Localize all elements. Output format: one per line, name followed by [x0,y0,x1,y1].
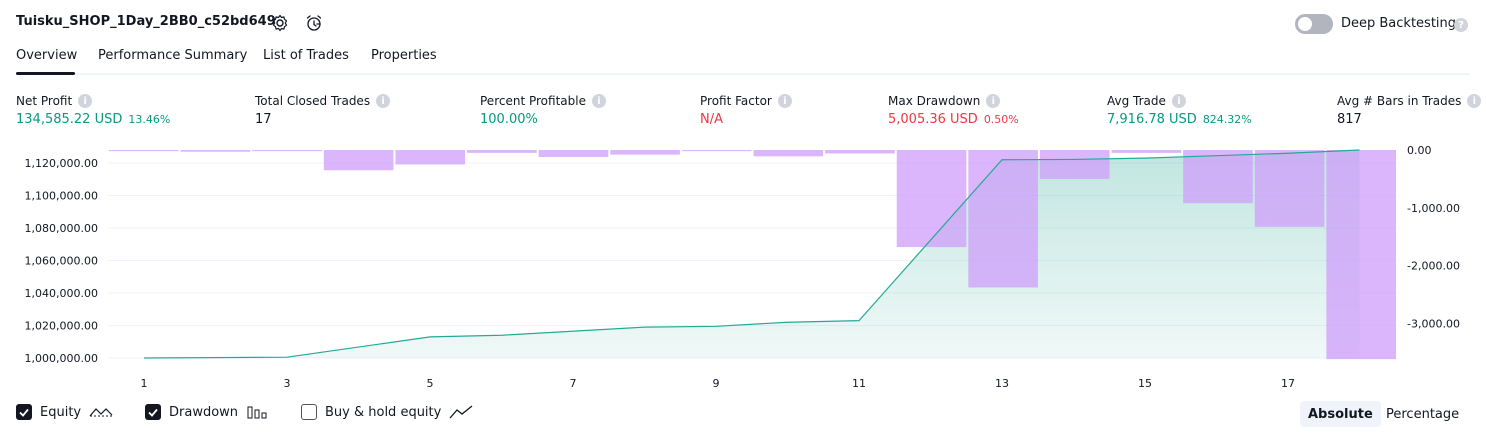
metric-max-drawdown-label: Max Drawdown i [888,94,1001,108]
percentage-button[interactable]: Percentage [1386,406,1460,422]
x-axis-tick-label: 9 [713,377,720,390]
drawdown-bars-icon [247,406,267,419]
drawdown-bar[interactable] [538,150,609,157]
left-axis-tick-label: 1,060,000.00 [25,255,98,268]
tab-properties[interactable]: Properties [371,48,437,63]
drawdown-bar[interactable] [323,150,394,171]
metric-net-profit-label: Net Profit i [16,94,93,108]
drawdown-bar[interactable] [1254,150,1325,227]
metric-total-closed-trades-label: Total Closed Trades i [255,94,391,108]
metric-total-closed-trades-value: 17 [255,112,272,127]
info-icon[interactable]: i [591,94,606,108]
equity-line-icon [89,408,113,417]
metric-max-drawdown-value: 5,005.36 USD 0.50% [888,112,1019,127]
drawdown-bar[interactable] [825,150,895,154]
alarm-clock-icon[interactable] [304,13,324,33]
buy-hold-checkbox[interactable] [301,404,317,420]
right-axis-tick-label: -1,000.00 [1407,202,1460,215]
x-axis-tick-label: 15 [1138,377,1152,390]
right-axis-tick-label: -3,000.00 [1407,317,1460,330]
x-axis-tick-label: 3 [284,377,291,390]
gear-icon[interactable] [270,13,290,33]
metric-percent-profitable-label: Percent Profitable i [480,94,606,108]
metric-percent-profitable-value: 100.00% [480,112,538,127]
equity-line [143,149,1360,359]
drawdown-bar[interactable] [968,150,1038,288]
equity-drawdown-chart[interactable]: 1,120,000.00 1,100,000.00 1,080,000.00 1,06… [0,140,1486,400]
tab-list-of-trades[interactable]: List of Trades [263,48,349,63]
x-axis-tick-label: 17 [1281,377,1295,390]
tab-overview[interactable]: Overview [16,48,78,63]
drawdown-bar[interactable] [180,150,251,152]
left-axis-tick-label: 1,040,000.00 [25,287,98,300]
left-axis-tick-label: 1,000,000.00 [25,352,98,365]
equity-area [144,150,1360,358]
legend-drawdown[interactable]: Drawdown [145,404,268,420]
drawdown-bar[interactable] [753,150,824,157]
legend-buy-hold-label: Buy & hold equity [325,404,442,420]
metric-profit-factor-value: N/A [700,112,723,127]
metric-avg-bars-label: Avg # Bars in Trades i [1337,94,1482,108]
drawdown-bar[interactable] [896,150,967,248]
drawdown-bar[interactable] [1183,150,1253,204]
x-axis-tick-label: 5 [427,377,434,390]
drawdown-bar[interactable] [1111,150,1182,153]
tabs-divider [16,73,1470,75]
help-icon[interactable]: ? [1454,18,1468,32]
info-icon[interactable]: i [777,94,792,108]
drawdown-bar[interactable] [252,150,322,152]
drawdown-checkbox[interactable] [145,404,161,420]
legend-buy-hold[interactable]: Buy & hold equity [301,404,473,420]
metric-net-profit-value: 134,585.22 USD 13.46% [16,112,171,127]
drawdown-bar[interactable] [610,150,680,155]
tab-performance-summary[interactable]: Performance Summary [98,48,248,63]
buy-hold-line-icon [449,405,473,419]
x-axis-tick-label: 7 [570,377,577,390]
legend-equity[interactable]: Equity [16,404,113,420]
info-icon[interactable]: i [1171,94,1186,108]
info-icon[interactable]: i [78,94,93,108]
drawdown-bar[interactable] [467,150,537,153]
left-axis-tick-label: 1,020,000.00 [25,320,98,333]
strategy-title: Tuisku_SHOP_1Day_2BB0_c52bd649 [16,14,276,29]
metric-avg-trade-label: Avg Trade i [1107,94,1186,108]
info-icon[interactable]: i [376,94,391,108]
drawdown-bar[interactable] [1039,150,1110,179]
equity-checkbox[interactable] [16,404,32,420]
drawdown-bar[interactable] [681,150,752,152]
info-icon[interactable]: i [986,94,1001,108]
metric-avg-bars-value: 817 [1337,112,1362,127]
deep-backtesting-label: Deep Backtesting [1341,16,1457,31]
right-axis-tick-label: -2,000.00 [1407,260,1460,273]
deep-backtesting-toggle[interactable] [1295,14,1333,34]
toggle-knob [1298,17,1312,31]
legend-drawdown-label: Drawdown [169,404,239,420]
left-axis-tick-label: 1,100,000.00 [25,190,98,203]
left-axis-tick-label: 1,080,000.00 [25,222,98,235]
x-axis-tick-label: 11 [852,377,866,390]
drawdown-bar[interactable] [1326,150,1396,360]
left-axis-tick-label: 1,120,000.00 [25,157,98,170]
drawdown-bar[interactable] [395,150,466,165]
legend-equity-label: Equity [40,404,82,420]
metric-profit-factor-label: Profit Factor i [700,94,792,108]
metric-avg-trade-value: 7,916.78 USD 824.32% [1107,112,1252,127]
right-axis-tick-label: 0.00 [1407,144,1432,157]
info-icon[interactable]: i [1467,94,1482,108]
x-axis-tick-label: 1 [141,377,148,390]
active-tab-indicator [16,72,75,75]
absolute-button[interactable]: Absolute [1300,401,1381,427]
drawdown-bar[interactable] [109,150,179,152]
x-axis-tick-label: 13 [995,377,1009,390]
